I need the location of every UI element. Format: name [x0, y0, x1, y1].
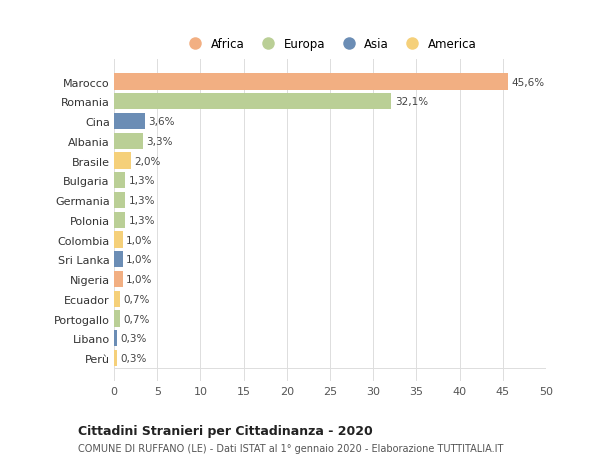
Text: 1,3%: 1,3% [128, 196, 155, 206]
Text: 0,3%: 0,3% [120, 353, 146, 363]
Text: 1,3%: 1,3% [128, 176, 155, 186]
Bar [114, 232, 122, 248]
Bar [114, 311, 120, 327]
Bar [114, 271, 122, 287]
Text: Cittadini Stranieri per Cittadinanza - 2020: Cittadini Stranieri per Cittadinanza - 2… [78, 425, 373, 437]
Text: 1,0%: 1,0% [126, 274, 152, 285]
Text: 0,3%: 0,3% [120, 334, 146, 344]
Text: 32,1%: 32,1% [395, 97, 428, 107]
Text: 3,6%: 3,6% [149, 117, 175, 127]
Text: COMUNE DI RUFFANO (LE) - Dati ISTAT al 1° gennaio 2020 - Elaborazione TUTTITALIA: COMUNE DI RUFFANO (LE) - Dati ISTAT al 1… [78, 443, 503, 453]
Legend: Africa, Europa, Asia, America: Africa, Europa, Asia, America [179, 34, 481, 56]
Bar [114, 212, 125, 229]
Text: 0,7%: 0,7% [124, 294, 150, 304]
Bar [114, 153, 131, 169]
Text: 1,0%: 1,0% [126, 235, 152, 245]
Bar [114, 134, 143, 150]
Text: 1,0%: 1,0% [126, 255, 152, 265]
Bar [114, 291, 120, 307]
Text: 1,3%: 1,3% [128, 215, 155, 225]
Text: 0,7%: 0,7% [124, 314, 150, 324]
Bar [114, 173, 125, 189]
Bar [114, 192, 125, 209]
Bar [114, 114, 145, 130]
Text: 2,0%: 2,0% [135, 156, 161, 166]
Text: 45,6%: 45,6% [511, 78, 545, 87]
Bar [114, 74, 508, 90]
Bar [114, 94, 391, 110]
Bar [114, 350, 116, 366]
Text: 3,3%: 3,3% [146, 136, 172, 146]
Bar [114, 330, 116, 347]
Bar [114, 252, 122, 268]
